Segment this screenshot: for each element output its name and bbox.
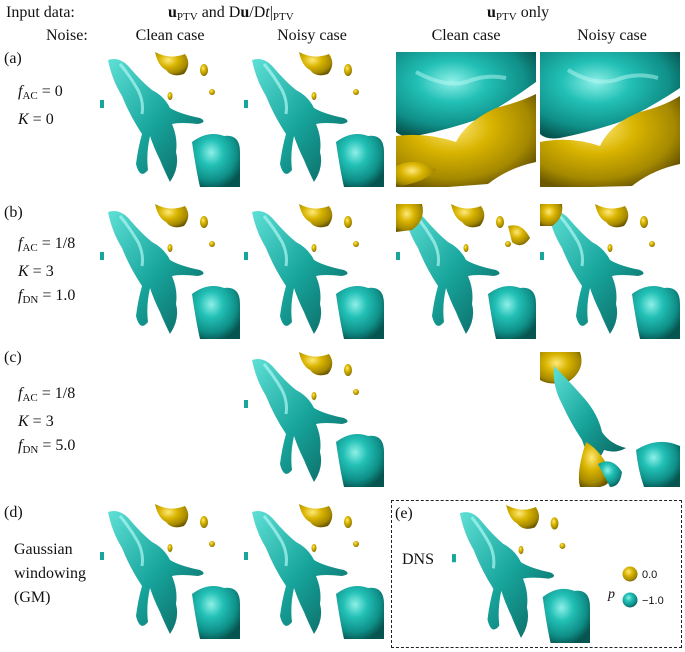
panel-b-clean-velocity	[396, 204, 536, 339]
group-header-left: uPTV and Du/Dt|PTV	[168, 4, 294, 23]
row-params-b: fAC = 1/8 K = 3 fDN = 1.0	[18, 232, 75, 312]
group-header-right: uPTV only	[487, 4, 550, 23]
column-header-3: Clean case	[431, 27, 501, 44]
input-data-label: Input data:	[6, 4, 75, 21]
panel-d-clean-full	[100, 504, 240, 639]
row-text-d: Gaussian windowing (GM)	[14, 538, 86, 610]
param-line: fAC = 1/8	[18, 385, 76, 404]
param-line: fDN = 1.0	[18, 287, 76, 306]
column-header-4: Noisy case	[577, 27, 647, 44]
panel-b-noisy-velocity	[540, 204, 680, 339]
param-line: fAC = 1/8	[18, 235, 76, 254]
legend: p 0.0 −1.0	[604, 565, 682, 637]
panel-c-noisy-velocity	[540, 352, 680, 487]
legend-sphere-gold-icon	[622, 566, 638, 582]
panel-c-noisy-full	[244, 352, 384, 487]
dns-isosurface	[452, 505, 590, 643]
panel-b-noisy-full	[244, 204, 384, 339]
dns-panel-label: (e)	[395, 505, 413, 522]
row-params-a: fAC = 0 K = 0	[18, 80, 63, 132]
row-label-b: (b)	[4, 204, 23, 221]
row-label-c: (c)	[4, 349, 22, 366]
row-label-d: (d)	[4, 504, 23, 521]
text-line: windowing	[14, 565, 86, 582]
dns-panel: (e) DNS p 0.0 −1.0	[391, 500, 682, 648]
legend-item-1: −1.0	[622, 591, 664, 609]
text-line: Gaussian	[14, 541, 73, 558]
legend-sphere-teal-icon	[622, 592, 638, 608]
panel-a-noisy-velocity	[540, 52, 680, 187]
param-line: K = 3	[18, 263, 54, 280]
param-line: fDN = 5.0	[18, 437, 76, 456]
text-line: (GM)	[14, 589, 51, 606]
param-line: K = 3	[18, 413, 54, 430]
row-params-c: fAC = 1/8 K = 3 fDN = 5.0	[18, 382, 75, 462]
param-line: fAC = 0	[18, 83, 63, 102]
dns-title: DNS	[402, 551, 435, 568]
panel-d-noisy-full	[244, 504, 384, 639]
legend-variable: p	[608, 587, 615, 602]
panel-a-clean-full	[100, 52, 240, 187]
panel-a-clean-velocity	[396, 52, 536, 187]
row-label-a: (a)	[4, 50, 22, 67]
column-header-2: Noisy case	[277, 27, 347, 44]
panel-a-noisy-full	[244, 52, 384, 187]
column-header-1: Clean case	[135, 27, 205, 44]
noise-label: Noise:	[46, 27, 88, 44]
legend-item-0: 0.0	[622, 565, 657, 583]
panel-b-clean-full	[100, 204, 240, 339]
param-line: K = 0	[18, 111, 54, 128]
